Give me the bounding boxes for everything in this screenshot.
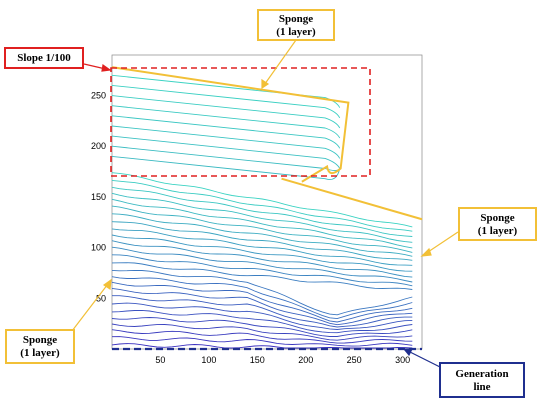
contour-line-upper (111, 84, 341, 119)
callout-generation: Generation line (439, 362, 525, 398)
callout-arrows (71, 39, 459, 371)
contour-line-upper (111, 125, 341, 159)
arrow-sponge-left-head (102, 278, 112, 291)
contour-line (111, 287, 413, 326)
contour-line (111, 221, 413, 261)
callout-slope-text: Slope 1/100 (17, 52, 71, 64)
contour-line (111, 213, 413, 257)
sponge-right-boundary (281, 177, 423, 221)
contour-line (111, 262, 413, 290)
sponge-top-boundary (111, 66, 350, 183)
x-tick-label: 250 (347, 355, 362, 365)
y-tick-label: 250 (91, 91, 106, 101)
contour-line (111, 336, 413, 347)
contour-line (111, 240, 413, 278)
contour-line (111, 281, 413, 323)
callout-generation-line1: Generation (455, 368, 509, 380)
callout-sponge-top: Sponge (1 layer) (257, 9, 335, 41)
callout-sponge-left-line1: Sponge (22, 334, 58, 346)
y-tick-label: 100 (91, 243, 106, 253)
x-tick-label: 100 (201, 355, 216, 365)
callout-sponge-left: Sponge (1 layer) (5, 329, 75, 364)
contour-lines (111, 74, 413, 349)
callout-sponge-top-line1: Sponge (278, 13, 314, 25)
x-tick-label: 200 (298, 355, 313, 365)
contour-line (111, 205, 413, 253)
y-tick-label: 200 (91, 141, 106, 151)
callout-sponge-left-line2: (1 layer) (20, 347, 60, 359)
slope-region-box (110, 67, 371, 177)
contour-line (111, 179, 413, 232)
arrow-sponge-top-head (261, 78, 270, 90)
contour-line (111, 329, 413, 344)
axis-ticks: 50 100 150 200 250 300 50 100 150 200 250 (91, 91, 410, 365)
contour-line (111, 269, 413, 316)
callout-sponge-right-line1: Sponge (480, 212, 515, 224)
contour-line (111, 276, 413, 320)
arrow-generation-head (402, 348, 413, 357)
contour-line (111, 234, 413, 272)
callout-slope: Slope 1/100 (4, 47, 84, 69)
arrow-slope-head (101, 63, 112, 72)
callout-sponge-top-line2: (1 layer) (276, 26, 316, 38)
contour-line (111, 302, 413, 330)
contour-line-upper (111, 74, 341, 108)
contour-line (111, 198, 413, 249)
contour-line (111, 317, 413, 337)
sponge-boundaries (111, 66, 423, 221)
contour-line-upper (111, 155, 341, 181)
callout-generation-line2: line (473, 381, 491, 393)
callout-sponge-right-line2: (1 layer) (477, 225, 518, 237)
arrow-sponge-top (261, 39, 297, 89)
contour-line (111, 192, 413, 243)
contour-line (111, 343, 413, 349)
contour-line (111, 172, 413, 228)
callout-sponge-right: Sponge (1 layer) (458, 207, 537, 241)
contour-line-upper (111, 135, 341, 169)
contour-line-upper (111, 95, 341, 129)
contour-line-upper (111, 105, 341, 139)
contour-line (111, 246, 413, 283)
contour-line (111, 323, 413, 341)
contour-line (112, 295, 413, 328)
x-tick-label: 50 (155, 355, 165, 365)
contour-line (111, 186, 413, 237)
contour-line (111, 228, 413, 266)
x-tick-label: 300 (395, 355, 410, 365)
x-tick-label: 150 (250, 355, 265, 365)
contour-line (111, 309, 413, 334)
arrow-sponge-right-head (420, 247, 432, 257)
plot-frame (111, 54, 423, 350)
contour-line-upper (111, 115, 341, 149)
y-tick-label: 50 (96, 293, 106, 303)
y-tick-label: 150 (91, 192, 106, 202)
arrow-sponge-left (71, 279, 112, 332)
contour-line (111, 254, 413, 287)
